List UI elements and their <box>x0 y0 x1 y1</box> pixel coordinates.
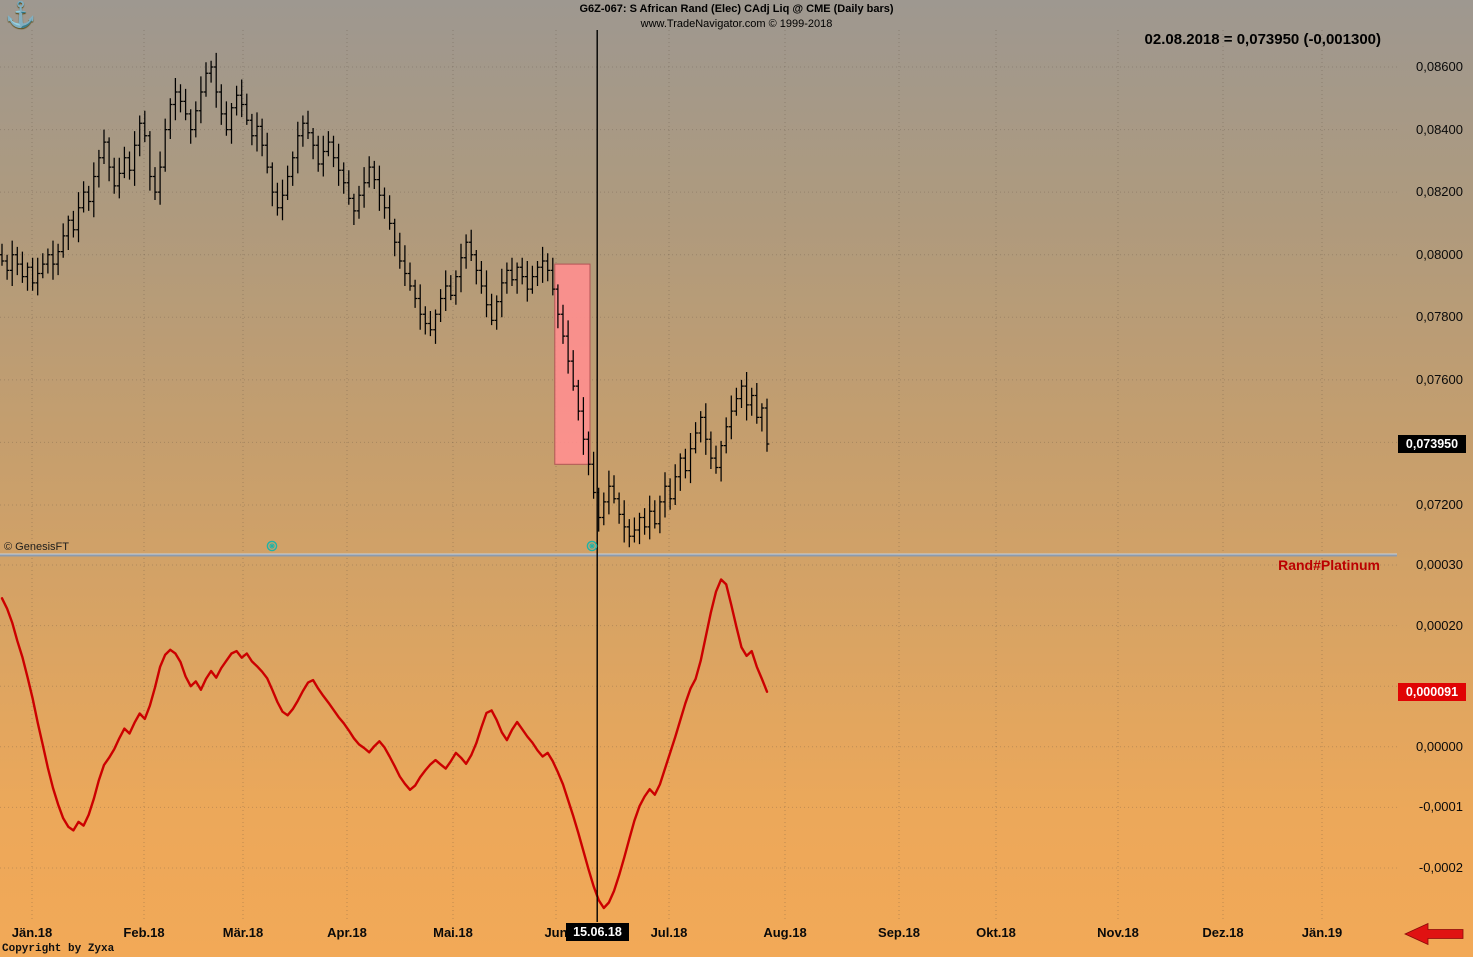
price-tick-label: 0,08200 <box>1416 184 1463 200</box>
scroll-left-arrow-icon[interactable] <box>1404 922 1464 946</box>
indicator-value-tag: 0,000091 <box>1398 682 1466 701</box>
month-tick-label: Sep.18 <box>878 925 920 940</box>
indicator-tick-label: 0,00030 <box>1416 557 1463 572</box>
horizontal-gridlines <box>0 66 1397 869</box>
price-tick-label: 0,07600 <box>1416 371 1463 387</box>
indicator-tick-label: -0,0001 <box>1418 799 1463 815</box>
price-tick-label: 0,08600 <box>1416 59 1463 74</box>
month-tick-label: Jul.18 <box>650 925 688 940</box>
last-price-tag: 0,073950 <box>1398 434 1466 453</box>
month-tick-label: Aug.18 <box>763 925 807 940</box>
indicator-tick-label: 0,00020 <box>1416 617 1463 633</box>
panel-divider-highlight <box>0 553 1397 555</box>
genesis-watermark: © GenesisFT <box>4 541 69 553</box>
month-tick-label: Nov.18 <box>1097 925 1139 940</box>
month-tick-label: Mär.18 <box>222 925 264 940</box>
vertical-month-gridlines <box>31 30 1323 921</box>
month-tick-label: Jän.18 <box>11 925 53 940</box>
indicator-name-label: Rand#Platinum <box>1278 557 1380 573</box>
copyright-text: Copyright by Zyxa <box>2 943 115 955</box>
month-tick-label: Dez.18 <box>1202 925 1244 940</box>
cursor-date-tag: 15.06.18 <box>566 923 629 941</box>
indicator-tick-label: 0,00000 <box>1416 738 1463 754</box>
roll-marker-icon <box>266 540 278 552</box>
anchor-icon: ⚓ <box>5 1 37 29</box>
roll-marker-icon <box>586 540 598 552</box>
price-tick-label: 0,07200 <box>1416 497 1463 512</box>
indicator-line <box>0 578 769 910</box>
price-tick-label: 0,08400 <box>1416 121 1463 137</box>
indicator-tick-label: -0,0002 <box>1418 860 1463 875</box>
month-tick-label: Jän.19 <box>1301 925 1343 940</box>
price-tick-label: 0,08000 <box>1416 246 1463 262</box>
chart-subtitle: www.TradeNavigator.com © 1999-2018 <box>640 18 833 30</box>
month-tick-label: Jun <box>544 925 568 940</box>
chart-title: G6Z-067: S African Rand (Elec) CAdj Liq … <box>579 3 894 15</box>
month-tick-label: Feb.18 <box>123 925 165 940</box>
ohlc-bars <box>0 52 770 548</box>
selloff-highlight-box <box>554 263 591 465</box>
month-tick-label: Mai.18 <box>433 925 473 940</box>
last-quote-readout: 02.08.2018 = 0,073950 (-0,001300) <box>1144 31 1381 48</box>
panel-divider[interactable] <box>0 553 1397 557</box>
month-tick-label: Okt.18 <box>976 925 1016 940</box>
month-tick-label: Apr.18 <box>327 925 367 940</box>
price-tick-label: 0,07800 <box>1416 309 1463 325</box>
